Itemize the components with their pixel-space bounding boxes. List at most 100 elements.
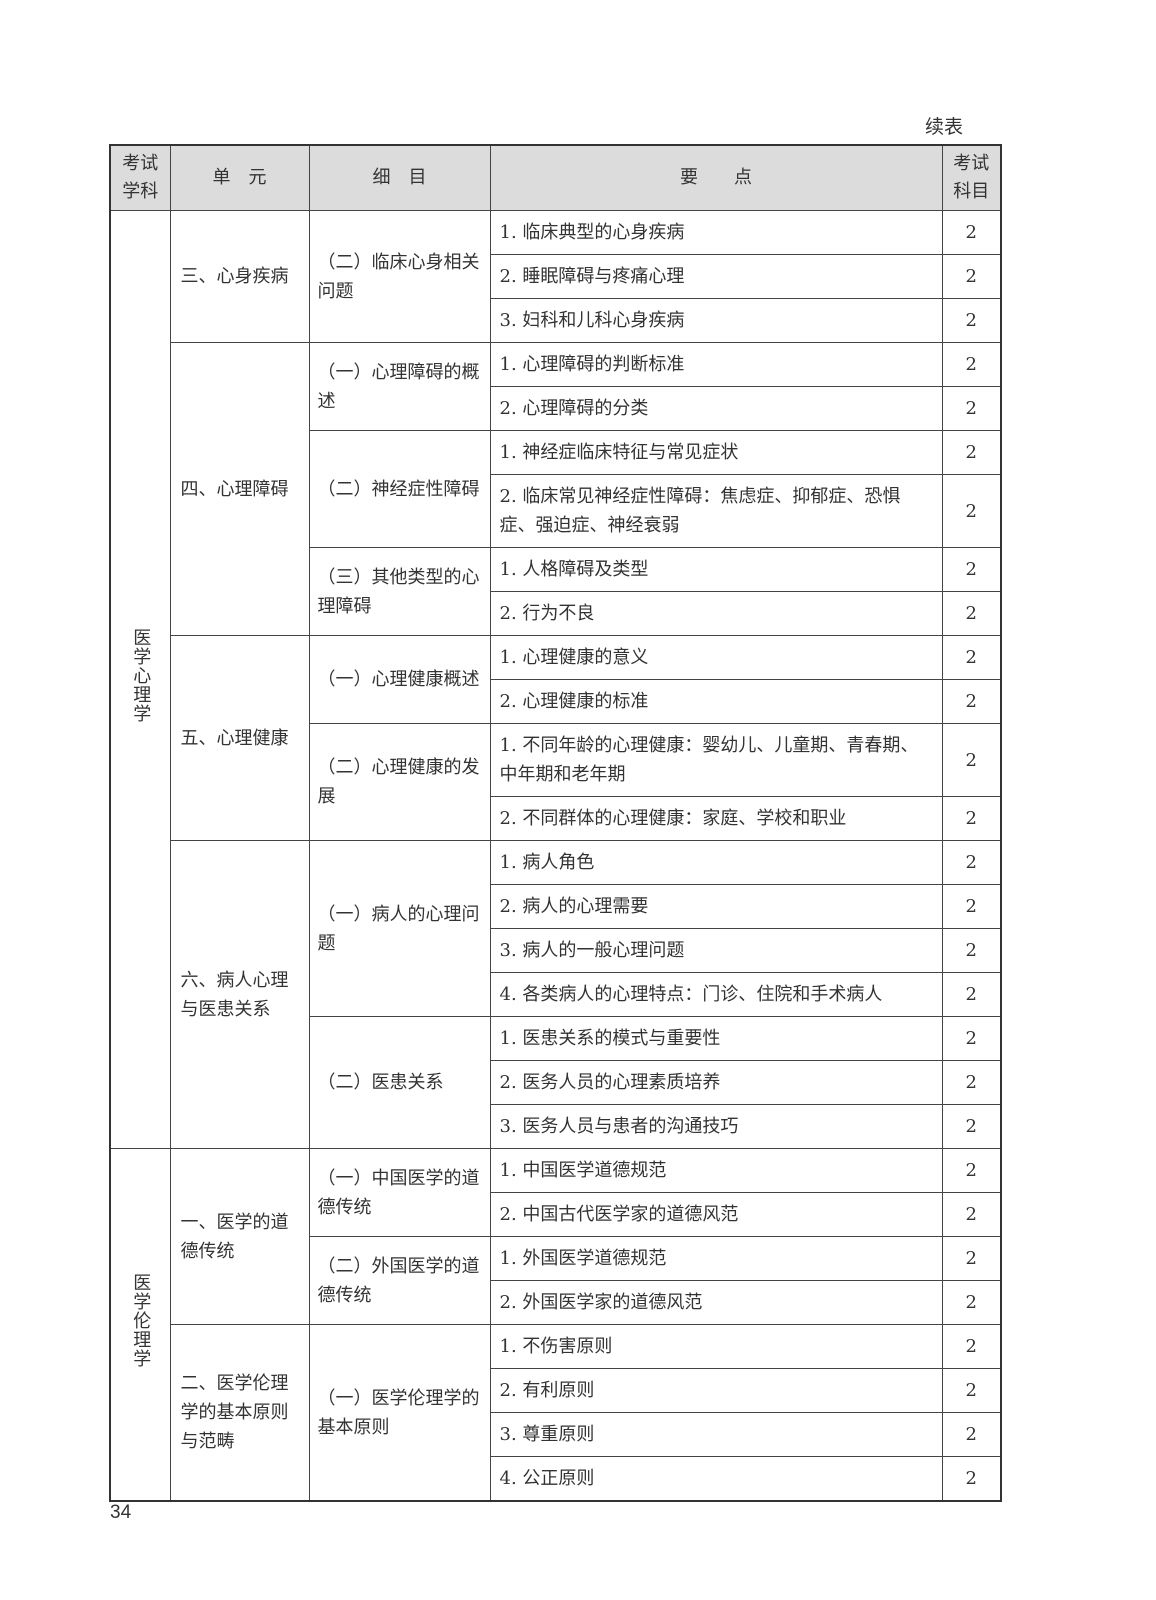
table-row: 2. 睡眠障碍与疼痛心理 2 (110, 254, 1002, 299)
detail-cell: （一）病人的心理问题 (308, 840, 491, 1017)
table-row: 医学伦理学 一、医学的道德传统 （一）中国医学的道德传统 1. 中国医学道德规范 2 (109, 1148, 1002, 1502)
detail-cell: （三）其他类型的心理障碍 (308, 547, 491, 636)
point-cell: 1. 心理健康的意义 (489, 635, 943, 680)
header-row: 考试学科 单 元 细 目 要 点 考试科目 (109, 144, 1002, 211)
table-row: 3. 尊重原则 2 (110, 1412, 1002, 1457)
point-cell: 2. 心理健康的标准 (489, 679, 943, 724)
point-cell: 2. 睡眠障碍与疼痛心理 (489, 254, 943, 299)
point-cell: 4. 各类病人的心理特点：门诊、住院和手术病人 (489, 972, 943, 1017)
syllabus-table: 考试学科 单 元 细 目 要 点 考试科目 医学心理学 三、心身疾病 （二）临床心身… (109, 144, 1002, 1502)
point-cell: 2. 行为不良 (489, 591, 943, 636)
table-row: 五、心理健康 （一）心理健康概述 1. 心理健康的意义 2 (110, 635, 1002, 841)
table-row: 3. 病人的一般心理问题 2 (110, 928, 1002, 973)
detail-cell: （二）医患关系 (308, 1016, 491, 1149)
detail-cell: （二）临床心身相关问题 (308, 210, 491, 343)
score-cell: 2 (941, 928, 1002, 973)
detail-cell: （一）心理健康概述 (308, 635, 491, 724)
score-cell: 2 (941, 210, 1002, 255)
table-row: 2. 中国古代医学家的道德风范 2 (110, 1192, 1002, 1237)
score-cell: 2 (941, 1236, 1002, 1281)
detail-cell: （一）心理障碍的概述 (308, 342, 491, 431)
table-row: 2. 外国医学家的道德风范 2 (110, 1280, 1002, 1325)
score-cell: 2 (941, 679, 1002, 724)
table-row: 4. 各类病人的心理特点：门诊、住院和手术病人 2 (110, 972, 1002, 1017)
score-cell: 2 (941, 547, 1002, 592)
header-score: 考试科目 (941, 144, 1002, 211)
score-cell: 2 (941, 1280, 1002, 1325)
detail-cell: （二）心理健康的发展 (308, 723, 491, 841)
header-point: 要 点 (489, 144, 943, 211)
point-cell: 1. 病人角色 (489, 840, 943, 885)
score-cell: 2 (941, 1104, 1002, 1149)
point-cell: 1. 中国医学道德规范 (489, 1148, 943, 1193)
score-cell: 2 (941, 298, 1002, 343)
score-cell: 2 (941, 1368, 1002, 1413)
header-detail: 细 目 (308, 144, 491, 211)
table-row: 四、心理障碍 （一）心理障碍的概述 1. 心理障碍的判断标准 2 (110, 342, 1002, 636)
detail-cell: （一）医学伦理学的基本原则 (308, 1324, 491, 1502)
point-cell: 3. 医务人员与患者的沟通技巧 (489, 1104, 943, 1149)
score-cell: 2 (941, 723, 1002, 797)
point-cell: 3. 妇科和儿科心身疾病 (489, 298, 943, 343)
score-cell: 2 (941, 635, 1002, 680)
score-cell: 2 (941, 474, 1002, 548)
unit-cell: 一、医学的道德传统 (169, 1148, 310, 1325)
subject-label: 医学心理学 (130, 627, 152, 723)
table-row: 2. 医务人员的心理素质培养 2 (110, 1060, 1002, 1105)
score-cell: 2 (941, 1324, 1002, 1369)
score-cell: 2 (941, 1148, 1002, 1193)
subject-cell: 医学伦理学 (109, 1148, 171, 1502)
score-cell: 2 (941, 1456, 1002, 1502)
point-cell: 2. 病人的心理需要 (489, 884, 943, 929)
point-cell: 2. 心理障碍的分类 (489, 386, 943, 431)
table-row: 2. 病人的心理需要 2 (110, 884, 1002, 929)
point-cell: 1. 心理障碍的判断标准 (489, 342, 943, 387)
point-cell: 2. 有利原则 (489, 1368, 943, 1413)
point-cell: 1. 医患关系的模式与重要性 (489, 1016, 943, 1061)
point-cell: 1. 人格障碍及类型 (489, 547, 943, 592)
table-row: 2. 行为不良 2 (110, 591, 1002, 636)
point-cell: 1. 临床典型的心身疾病 (489, 210, 943, 255)
point-cell: 2. 外国医学家的道德风范 (489, 1280, 943, 1325)
table-row: （二）心理健康的发展 1. 不同年龄的心理健康：婴幼儿、儿童期、青春期、中年期和老… (110, 723, 1002, 841)
point-cell: 2. 不同群体的心理健康：家庭、学校和职业 (489, 796, 943, 841)
point-cell: 4. 公正原则 (489, 1456, 943, 1502)
subject-label: 医学伦理学 (130, 1272, 152, 1368)
score-cell: 2 (941, 1060, 1002, 1105)
point-cell: 3. 尊重原则 (489, 1412, 943, 1457)
page-number: 34 (110, 1502, 132, 1523)
table-row: 二、医学伦理学的基本原则与范畴 （一）医学伦理学的基本原则 1. 不伤害原则 2 (110, 1324, 1002, 1502)
point-cell: 1. 不伤害原则 (489, 1324, 943, 1369)
header-subject: 考试学科 (109, 144, 171, 211)
continued-label: 续表 (925, 116, 964, 138)
table-row: 3. 妇科和儿科心身疾病 2 (110, 298, 1002, 343)
detail-cell: （二）外国医学的道德传统 (308, 1236, 491, 1325)
unit-cell: 四、心理障碍 (169, 342, 310, 636)
table-row: 4. 公正原则 2 (110, 1456, 1002, 1502)
detail-cell: （一）中国医学的道德传统 (308, 1148, 491, 1237)
subject-cell: 医学心理学 (109, 210, 171, 1149)
unit-cell: 二、医学伦理学的基本原则与范畴 (169, 1324, 310, 1502)
point-cell: 1. 神经症临床特征与常见症状 (489, 430, 943, 475)
header-unit: 单 元 (169, 144, 310, 211)
table-row: 六、病人心理与医患关系 （一）病人的心理问题 1. 病人角色 2 (110, 840, 1002, 1149)
score-cell: 2 (941, 342, 1002, 387)
score-cell: 2 (941, 1412, 1002, 1457)
point-cell: 1. 外国医学道德规范 (489, 1236, 943, 1281)
table-row: 医学心理学 三、心身疾病 （二）临床心身相关问题 1. 临床典型的心身疾病 2 (109, 210, 1002, 1149)
unit-cell: 六、病人心理与医患关系 (169, 840, 310, 1149)
point-cell: 2. 中国古代医学家的道德风范 (489, 1192, 943, 1237)
point-cell: 2. 临床常见神经症性障碍：焦虑症、抑郁症、恐惧症、强迫症、神经衰弱 (489, 474, 943, 548)
score-cell: 2 (941, 972, 1002, 1017)
unit-cell: 五、心理健康 (169, 635, 310, 841)
score-cell: 2 (941, 386, 1002, 431)
table-row: 2. 心理健康的标准 2 (110, 679, 1002, 724)
point-cell: 3. 病人的一般心理问题 (489, 928, 943, 973)
table-row: 2. 不同群体的心理健康：家庭、学校和职业 2 (110, 796, 1002, 841)
score-cell: 2 (941, 254, 1002, 299)
score-cell: 2 (941, 840, 1002, 885)
table-row: 2. 心理障碍的分类 2 (110, 386, 1002, 431)
point-cell: 1. 不同年龄的心理健康：婴幼儿、儿童期、青春期、中年期和老年期 (489, 723, 943, 797)
table-row: （二）医患关系 1. 医患关系的模式与重要性 2 (110, 1016, 1002, 1149)
score-cell: 2 (941, 591, 1002, 636)
